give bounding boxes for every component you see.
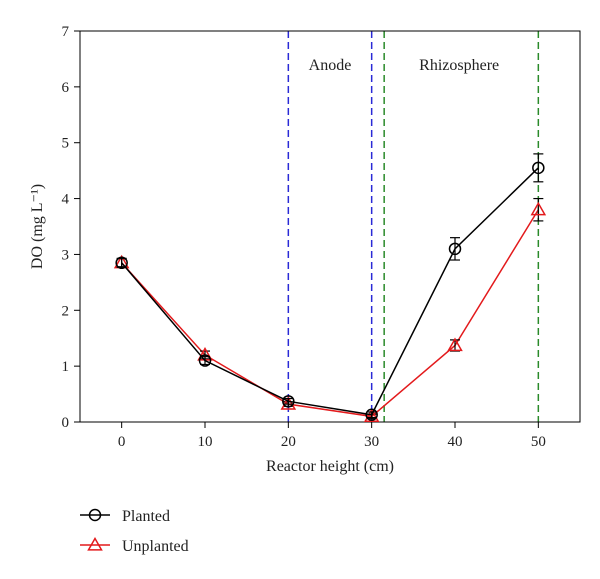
region-label: Rhizosphere [419,57,499,74]
x-tick-label: 40 [448,434,463,450]
y-tick-label: 0 [62,415,70,431]
data-point-planted [365,408,378,421]
x-tick-label: 50 [531,434,546,450]
plot-frame [79,30,581,423]
legend-item-planted: Planted [80,508,170,525]
y-tick-label: 4 [62,192,70,208]
x-tick-label: 30 [364,434,379,450]
x-tick-label: 20 [281,434,296,450]
x-tick-label: 0 [118,434,126,450]
data-point-unplanted [280,396,297,410]
series-planted [115,153,545,421]
x-axis-title: Reactor height (cm) [266,458,394,475]
y-tick-label: 6 [62,80,70,96]
data-point-planted [448,242,462,256]
legend-marker [87,536,103,551]
legend-marker [88,508,102,522]
region-annotations: Anode Rhizosphere [309,57,499,74]
legend-label: Planted [122,508,170,525]
legend: Planted Unplanted [80,508,189,555]
y-axis-ticks: 0 1 2 3 4 5 6 7 [62,24,80,431]
series-group [113,153,547,423]
reference-lines [287,31,540,422]
data-point-planted [115,256,128,270]
data-point-unplanted [363,408,380,423]
data-point-planted [532,161,545,175]
y-tick-label: 2 [62,303,70,319]
series-line-unplanted [121,209,539,418]
legend-item-unplanted: Unplanted [80,536,189,555]
y-tick-label: 7 [62,24,70,40]
y-tick-label: 5 [62,136,70,152]
series-line-planted [121,167,539,416]
y-axis-title: DO (mg L⁻¹) [29,184,46,269]
y-tick-label: 1 [62,359,70,375]
data-point-unplanted [530,201,547,216]
region-label: Anode [309,57,352,74]
data-point-unplanted [447,337,463,352]
x-tick-label: 10 [198,434,213,450]
data-point-planted [282,395,295,408]
x-axis-ticks: 0 10 20 30 40 50 [118,422,546,450]
legend-label: Unplanted [122,538,189,555]
data-point-planted [198,354,212,367]
series-unplanted [113,197,547,423]
y-tick-label: 3 [62,247,70,263]
